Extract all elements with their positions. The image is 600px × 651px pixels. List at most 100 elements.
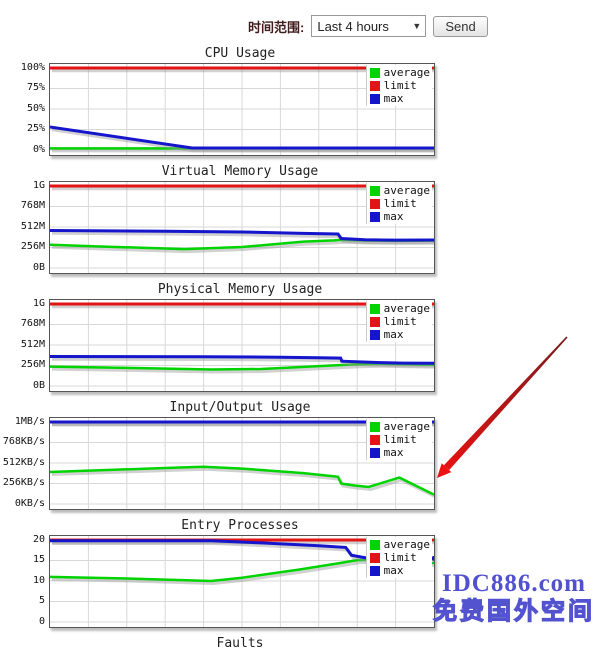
plot-virtual-memory-usage: average limit max bbox=[49, 181, 437, 274]
chart-input-output-usage: Input/Output Usage 0KB/s 256KB/s 512KB/s 768… bbox=[2, 401, 600, 510]
legend-swatch-max-icon bbox=[369, 329, 380, 340]
legend-item-average: average bbox=[369, 184, 430, 197]
y-axis-tick: 256M bbox=[20, 241, 45, 252]
legend-item-limit: limit bbox=[369, 79, 430, 92]
chart-physical-memory-usage: Physical Memory Usage 0B 256M 512M 768M 1G ave… bbox=[2, 283, 600, 392]
y-axis-tick: 25% bbox=[26, 123, 45, 134]
charts-column: CPU Usage 0% 25% 50% 75% 100% average limit max V… bbox=[0, 47, 600, 651]
time-range-controls: 时间范围: Last 4 hours ▼ Send bbox=[0, 0, 600, 37]
y-axis-tick: 0KB/s bbox=[14, 497, 45, 509]
y-axis-tick: 75% bbox=[26, 82, 45, 93]
y-axis-tick: 768KB/s bbox=[2, 436, 45, 447]
legend-swatch-max-icon bbox=[369, 447, 380, 458]
plot-canvas bbox=[49, 300, 437, 391]
chart-plot-area-entry-processes: 0 5 10 15 20 average limit max bbox=[2, 533, 437, 628]
y-axis-tick: 0B bbox=[32, 379, 45, 391]
legend-label: limit bbox=[383, 79, 417, 92]
time-range-selected-value: Last 4 hours bbox=[317, 18, 389, 34]
legend-item-average: average bbox=[369, 538, 430, 551]
chart-plot-area-input-output-usage: 0KB/s 256KB/s 512KB/s 768KB/s 1MB/s average li… bbox=[2, 416, 437, 510]
chart-faults: Faults bbox=[2, 637, 600, 651]
legend-item-limit: limit bbox=[369, 315, 430, 328]
legend-item-max: max bbox=[369, 210, 430, 223]
legend-item-max: max bbox=[369, 446, 430, 459]
legend-item-limit: limit bbox=[369, 551, 430, 564]
legend-label: limit bbox=[383, 197, 417, 210]
y-axis-tick: 768M bbox=[20, 200, 45, 211]
watermark: IDC886.com 免费国外空间 bbox=[432, 570, 595, 627]
legend-item-max: max bbox=[369, 564, 430, 577]
y-axis-tick: 0 bbox=[38, 615, 45, 627]
chart-virtual-memory-usage: Virtual Memory Usage 0B 256M 512M 768M 1G aver… bbox=[2, 165, 600, 274]
y-axis-tick: 512KB/s bbox=[2, 456, 45, 468]
legend-swatch-limit-icon bbox=[369, 316, 380, 327]
legend-swatch-limit-icon bbox=[369, 80, 380, 91]
time-range-label: 时间范围: bbox=[248, 19, 305, 35]
plot-entry-processes: average limit max bbox=[49, 535, 437, 628]
legend-label: max bbox=[383, 210, 404, 223]
legend-item-limit: limit bbox=[369, 197, 430, 210]
y-axis-tick: 100% bbox=[20, 61, 45, 73]
legend-label: limit bbox=[383, 433, 417, 446]
send-button[interactable]: Send bbox=[433, 15, 488, 37]
y-axis-tick: 512M bbox=[20, 338, 45, 350]
chart-plot-area-physical-memory-usage: 0B 256M 512M 768M 1G average limit max bbox=[2, 297, 437, 392]
legend: average limit max bbox=[365, 65, 432, 106]
legend-swatch-max-icon bbox=[369, 565, 380, 576]
plot-input-output-usage: average limit max bbox=[49, 417, 437, 510]
legend-label: average bbox=[383, 538, 430, 551]
legend: average limit max bbox=[365, 419, 432, 460]
y-axis-tick: 768M bbox=[20, 318, 45, 329]
legend-swatch-average-icon bbox=[369, 421, 380, 432]
dropdown-caret-icon: ▼ bbox=[412, 21, 422, 31]
y-axis-tick: 0B bbox=[32, 261, 45, 273]
y-axis-tick: 1G bbox=[32, 297, 45, 309]
y-axis-tick: 50% bbox=[26, 102, 45, 114]
y-axis-tick: 10 bbox=[32, 574, 45, 586]
legend-item-average: average bbox=[369, 66, 430, 79]
plot-canvas bbox=[49, 418, 437, 509]
chart-title: Physical Memory Usage bbox=[157, 282, 323, 297]
plot-cpu-usage: average limit max bbox=[49, 63, 436, 156]
legend-swatch-limit-icon bbox=[369, 552, 380, 563]
chart-plot-area-virtual-memory-usage: 0B 256M 512M 768M 1G average limit max bbox=[2, 180, 437, 274]
plot-physical-memory-usage: average limit max bbox=[49, 299, 437, 392]
legend-label: average bbox=[383, 66, 430, 79]
legend: average limit max bbox=[365, 537, 432, 578]
watermark-slogan: 免费国外空间 bbox=[432, 598, 595, 625]
legend-item-max: max bbox=[369, 328, 430, 341]
series-line-max bbox=[49, 125, 434, 150]
plot-canvas bbox=[49, 64, 436, 155]
legend-swatch-average-icon bbox=[369, 539, 380, 550]
y-axis-tick: 0% bbox=[32, 143, 45, 155]
chart-entry-processes: Entry Processes 0 5 10 15 20 average limit max bbox=[2, 519, 600, 628]
legend-label: average bbox=[383, 420, 430, 433]
legend-swatch-max-icon bbox=[369, 211, 380, 222]
legend-label: max bbox=[383, 446, 404, 459]
legend-item-limit: limit bbox=[369, 433, 430, 446]
time-range-select[interactable]: Last 4 hours ▼ bbox=[311, 15, 427, 37]
legend-swatch-average-icon bbox=[369, 303, 380, 314]
legend-item-average: average bbox=[369, 302, 430, 315]
legend-label: limit bbox=[383, 551, 417, 564]
legend-label: max bbox=[383, 92, 404, 105]
legend-swatch-average-icon bbox=[369, 67, 380, 78]
legend: average limit max bbox=[365, 301, 432, 342]
chart-title: Entry Processes bbox=[181, 518, 299, 533]
legend-label: max bbox=[383, 328, 404, 341]
y-axis-tick: 15 bbox=[32, 554, 45, 565]
y-axis-tick: 256KB/s bbox=[2, 477, 45, 488]
chart-title: Faults bbox=[216, 636, 264, 651]
chart-title: Virtual Memory Usage bbox=[161, 164, 319, 179]
legend-item-max: max bbox=[369, 92, 430, 105]
legend-label: max bbox=[383, 564, 404, 577]
legend-label: average bbox=[383, 184, 430, 197]
watermark-domain: IDC886.com bbox=[441, 570, 586, 597]
legend-label: average bbox=[383, 302, 430, 315]
y-axis-tick: 20 bbox=[32, 533, 45, 545]
series-line-max bbox=[49, 229, 435, 242]
y-axis-tick: 256M bbox=[20, 359, 45, 370]
legend-label: limit bbox=[383, 315, 417, 328]
legend-swatch-max-icon bbox=[369, 93, 380, 104]
